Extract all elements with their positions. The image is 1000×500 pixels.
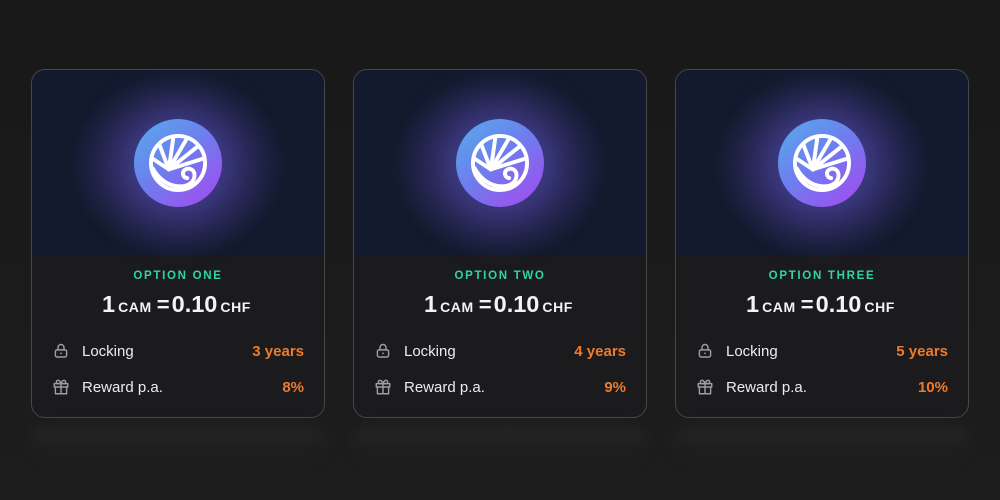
cam-token-logo bbox=[778, 118, 866, 207]
detail-rows: Locking 4 years Reward p.a. 9% bbox=[374, 339, 626, 399]
gift-icon bbox=[696, 378, 714, 396]
reward-value: 10% bbox=[917, 378, 948, 396]
option-label: OPTION TWO bbox=[454, 270, 546, 282]
card-reflection bbox=[31, 427, 325, 469]
gift-icon bbox=[52, 378, 70, 396]
reward-row: Reward p.a. 10% bbox=[696, 375, 948, 399]
option-label: OPTION ONE bbox=[133, 270, 223, 282]
reward-row: Reward p.a. 9% bbox=[374, 375, 626, 399]
card-body: OPTION THREE 1 CAM =0.10 CHF Locking 5 year… bbox=[676, 255, 968, 417]
lock-icon bbox=[696, 342, 714, 360]
option-card-wrap-1: OPTION ONE 1 CAM =0.10 CHF Locking 3 years … bbox=[31, 69, 325, 471]
price-amount: 1 bbox=[746, 291, 760, 317]
to-currency: CHF bbox=[220, 299, 251, 315]
reward-label: Reward p.a. bbox=[404, 378, 485, 396]
option-label: OPTION THREE bbox=[768, 270, 876, 282]
from-currency: CAM bbox=[440, 299, 474, 315]
locking-value: 3 years bbox=[252, 342, 304, 360]
option-card-wrap-3: OPTION THREE 1 CAM =0.10 CHF Locking 5 year… bbox=[675, 69, 969, 471]
cam-token-logo bbox=[134, 118, 222, 207]
locking-label: Locking bbox=[726, 342, 778, 360]
card-hero bbox=[676, 70, 968, 255]
equals-sign: = bbox=[478, 292, 492, 317]
card-reflection bbox=[353, 427, 647, 469]
option-cards: OPTION ONE 1 CAM =0.10 CHF Locking 3 years … bbox=[31, 69, 969, 471]
reward-row: Reward p.a. 8% bbox=[52, 375, 304, 399]
option-card-three[interactable]: OPTION THREE 1 CAM =0.10 CHF Locking 5 year… bbox=[675, 69, 969, 418]
option-card-one[interactable]: OPTION ONE 1 CAM =0.10 CHF Locking 3 years … bbox=[31, 69, 325, 418]
equals-sign: = bbox=[156, 292, 170, 317]
card-body: OPTION TWO 1 CAM =0.10 CHF Locking 4 years … bbox=[354, 255, 646, 417]
locking-row: Locking 5 years bbox=[696, 339, 948, 363]
sunrise-wave-icon bbox=[470, 133, 530, 192]
exchange-rate: 1 CAM =0.10 CHF bbox=[52, 291, 304, 321]
exchange-rate: 1 CAM =0.10 CHF bbox=[374, 291, 626, 321]
locking-row: Locking 4 years bbox=[374, 339, 626, 363]
equals-sign: = bbox=[800, 292, 814, 317]
detail-rows: Locking 5 years Reward p.a. 10% bbox=[696, 339, 948, 399]
lock-icon bbox=[374, 342, 392, 360]
price-amount: 1 bbox=[424, 291, 438, 317]
locking-value: 4 years bbox=[574, 342, 626, 360]
lock-icon bbox=[52, 342, 70, 360]
to-currency: CHF bbox=[864, 299, 895, 315]
to-currency: CHF bbox=[542, 299, 573, 315]
card-body: OPTION ONE 1 CAM =0.10 CHF Locking 3 years … bbox=[32, 255, 324, 417]
price-value: 0.10 bbox=[815, 291, 862, 317]
reward-value: 9% bbox=[604, 378, 626, 396]
exchange-rate: 1 CAM =0.10 CHF bbox=[696, 291, 948, 321]
price-value: 0.10 bbox=[171, 291, 218, 317]
from-currency: CAM bbox=[762, 299, 796, 315]
price-amount: 1 bbox=[102, 291, 116, 317]
card-hero bbox=[354, 70, 646, 255]
option-card-two[interactable]: OPTION TWO 1 CAM =0.10 CHF Locking 4 years … bbox=[353, 69, 647, 418]
locking-row: Locking 3 years bbox=[52, 339, 304, 363]
detail-rows: Locking 3 years Reward p.a. 8% bbox=[52, 339, 304, 399]
reward-value: 8% bbox=[282, 378, 304, 396]
reward-label: Reward p.a. bbox=[82, 378, 163, 396]
option-card-wrap-2: OPTION TWO 1 CAM =0.10 CHF Locking 4 years … bbox=[353, 69, 647, 471]
card-hero bbox=[32, 70, 324, 255]
price-value: 0.10 bbox=[493, 291, 540, 317]
locking-value: 5 years bbox=[896, 342, 948, 360]
gift-icon bbox=[374, 378, 392, 396]
sunrise-wave-icon bbox=[148, 133, 208, 192]
locking-label: Locking bbox=[82, 342, 134, 360]
card-reflection bbox=[675, 427, 969, 469]
cam-token-logo bbox=[456, 118, 544, 207]
from-currency: CAM bbox=[118, 299, 152, 315]
sunrise-wave-icon bbox=[792, 133, 852, 192]
reward-label: Reward p.a. bbox=[726, 378, 807, 396]
locking-label: Locking bbox=[404, 342, 456, 360]
